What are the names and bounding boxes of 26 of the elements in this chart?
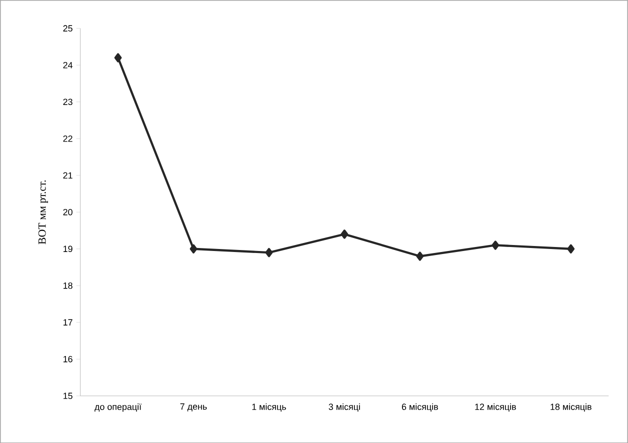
point	[416, 252, 424, 261]
x-tick-label: 3 місяці	[328, 403, 360, 412]
y-tick-label: 23	[63, 98, 72, 105]
x-tick-label: 7 день	[180, 403, 207, 412]
x-tick-label: 1 місяць	[252, 403, 286, 412]
y-tick-label: 16	[64, 356, 72, 362]
x-tick-label: 6 місяців	[402, 403, 438, 412]
y-tick-label: 21	[63, 172, 72, 178]
y-tick-label: 25	[63, 25, 72, 32]
y-axis-title: ВОТ мм рт.ст.	[38, 180, 48, 244]
point	[190, 244, 198, 254]
x-tick-label: до операції	[94, 403, 142, 412]
x-tick-label: 12 місяців	[475, 403, 516, 412]
point	[265, 248, 273, 258]
point	[114, 53, 122, 62]
point	[492, 240, 500, 250]
y-tick-label: 15	[64, 392, 72, 399]
point	[567, 244, 575, 254]
y-tick-label: 24	[63, 62, 73, 68]
y-tick-label: 19	[64, 246, 72, 252]
y-tick-label: 18	[64, 282, 72, 289]
x-tick-label: 18 місяців	[550, 403, 592, 412]
y-tick-label: 22	[63, 135, 72, 142]
y-tick-label: 17	[64, 319, 72, 326]
y-tick-label: 20	[63, 208, 72, 216]
point	[340, 229, 348, 239]
